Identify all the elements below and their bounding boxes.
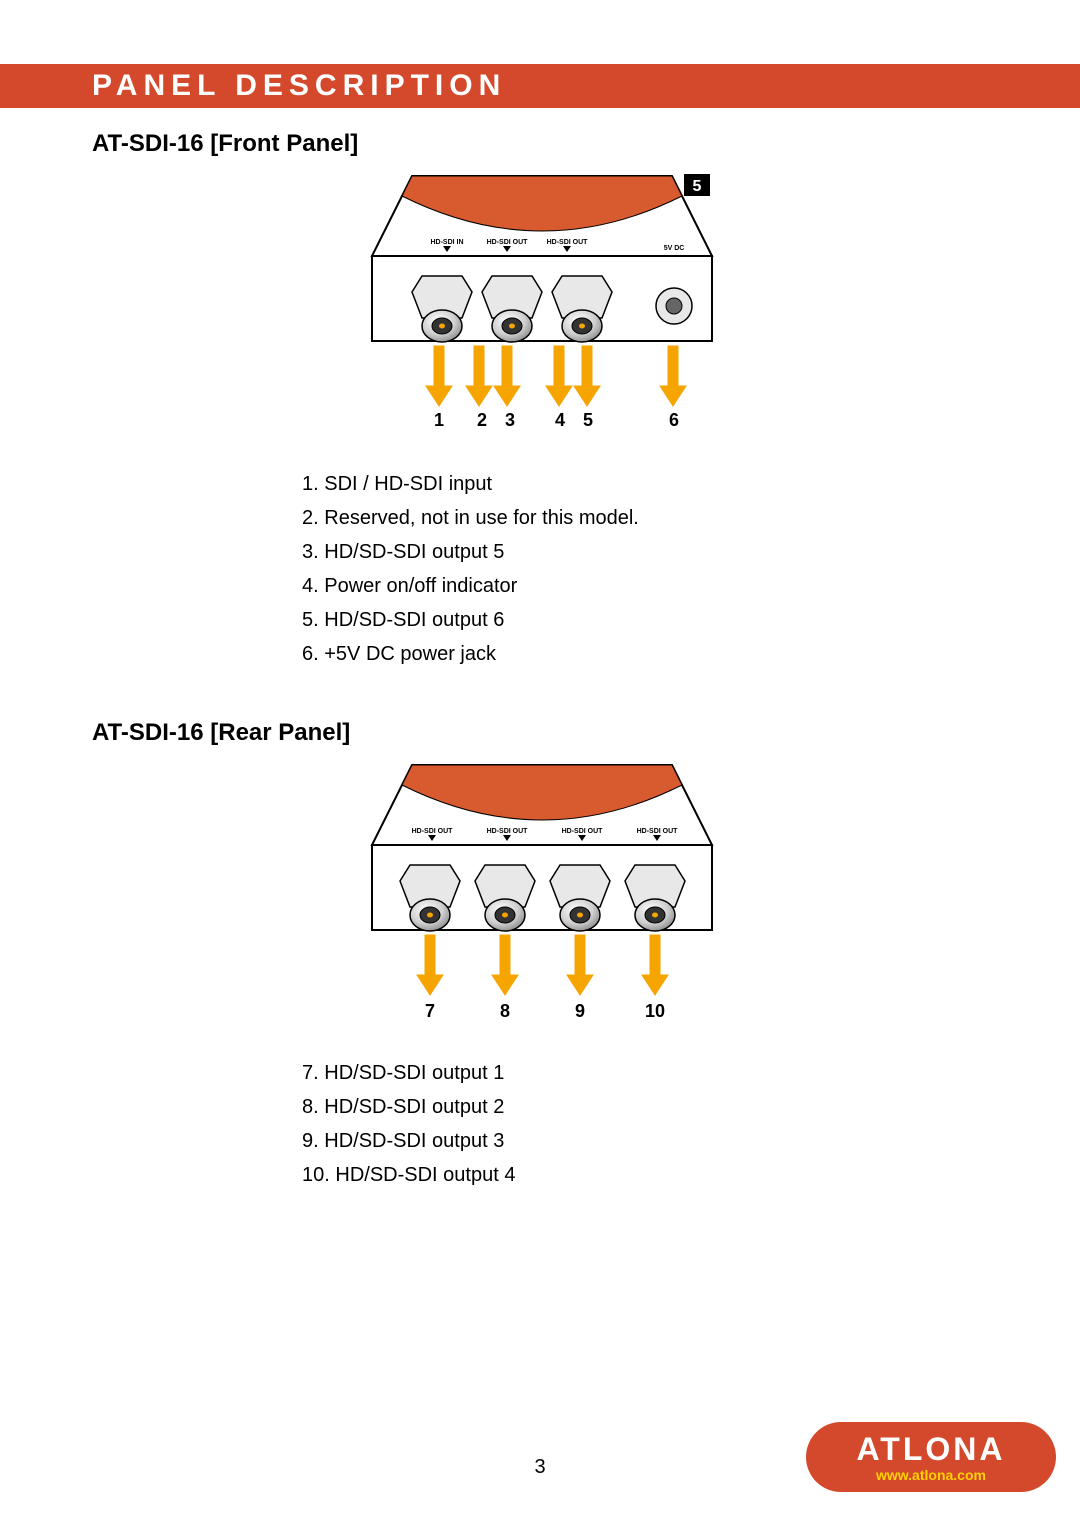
- svg-text:HD-SDI OUT: HD-SDI OUT: [487, 828, 529, 835]
- svg-text:10: 10: [645, 1001, 665, 1021]
- front-panel-diagram: 5 HD-SDI IN HD-SDI OUT HD-SDI OUT 5V DC: [92, 166, 992, 461]
- top-callout-5: 5: [693, 178, 702, 195]
- content-area: AT-SDI-16 [Front Panel] 5 HD-SDI IN HD-S…: [92, 130, 992, 1192]
- svg-text:4: 4: [555, 410, 565, 430]
- rear-panel-title: AT-SDI-16 [Rear Panel]: [92, 719, 992, 747]
- svg-text:5V DC: 5V DC: [664, 245, 685, 252]
- brand-url: www.atlona.com: [875, 1467, 986, 1483]
- bnc-group: [412, 276, 612, 342]
- svg-text:5: 5: [583, 410, 593, 430]
- svg-text:2: 2: [477, 410, 487, 430]
- svg-text:6: 6: [669, 410, 679, 430]
- svg-text:HD-SDI OUT: HD-SDI OUT: [487, 239, 529, 246]
- header-band: PANEL DESCRIPTION: [0, 64, 1080, 108]
- front-panel-list: 1. SDI / HD-SDI input 2. Reserved, not i…: [302, 467, 992, 671]
- brand-logo: ATLONA www.atlona.com: [806, 1422, 1056, 1497]
- svg-text:HD-SDI OUT: HD-SDI OUT: [547, 239, 589, 246]
- svg-text:3: 3: [505, 410, 515, 430]
- svg-text:HD-SDI OUT: HD-SDI OUT: [412, 828, 454, 835]
- svg-text:8: 8: [500, 1001, 510, 1021]
- brand-name: ATLONA: [857, 1431, 1006, 1467]
- page-header-title: PANEL DESCRIPTION: [92, 69, 506, 103]
- svg-text:7: 7: [425, 1001, 435, 1021]
- svg-text:HD-SDI IN: HD-SDI IN: [430, 239, 463, 246]
- svg-text:1: 1: [434, 410, 444, 430]
- front-panel-title: AT-SDI-16 [Front Panel]: [92, 130, 992, 158]
- svg-text:HD-SDI OUT: HD-SDI OUT: [562, 828, 604, 835]
- rear-panel-list: 7. HD/SD-SDI output 1 8. HD/SD-SDI outpu…: [302, 1056, 992, 1192]
- svg-text:HD-SDI OUT: HD-SDI OUT: [637, 828, 679, 835]
- rear-panel-diagram: HD-SDI OUT HD-SDI OUT HD-SDI OUT HD-SDI …: [92, 755, 992, 1050]
- svg-text:9: 9: [575, 1001, 585, 1021]
